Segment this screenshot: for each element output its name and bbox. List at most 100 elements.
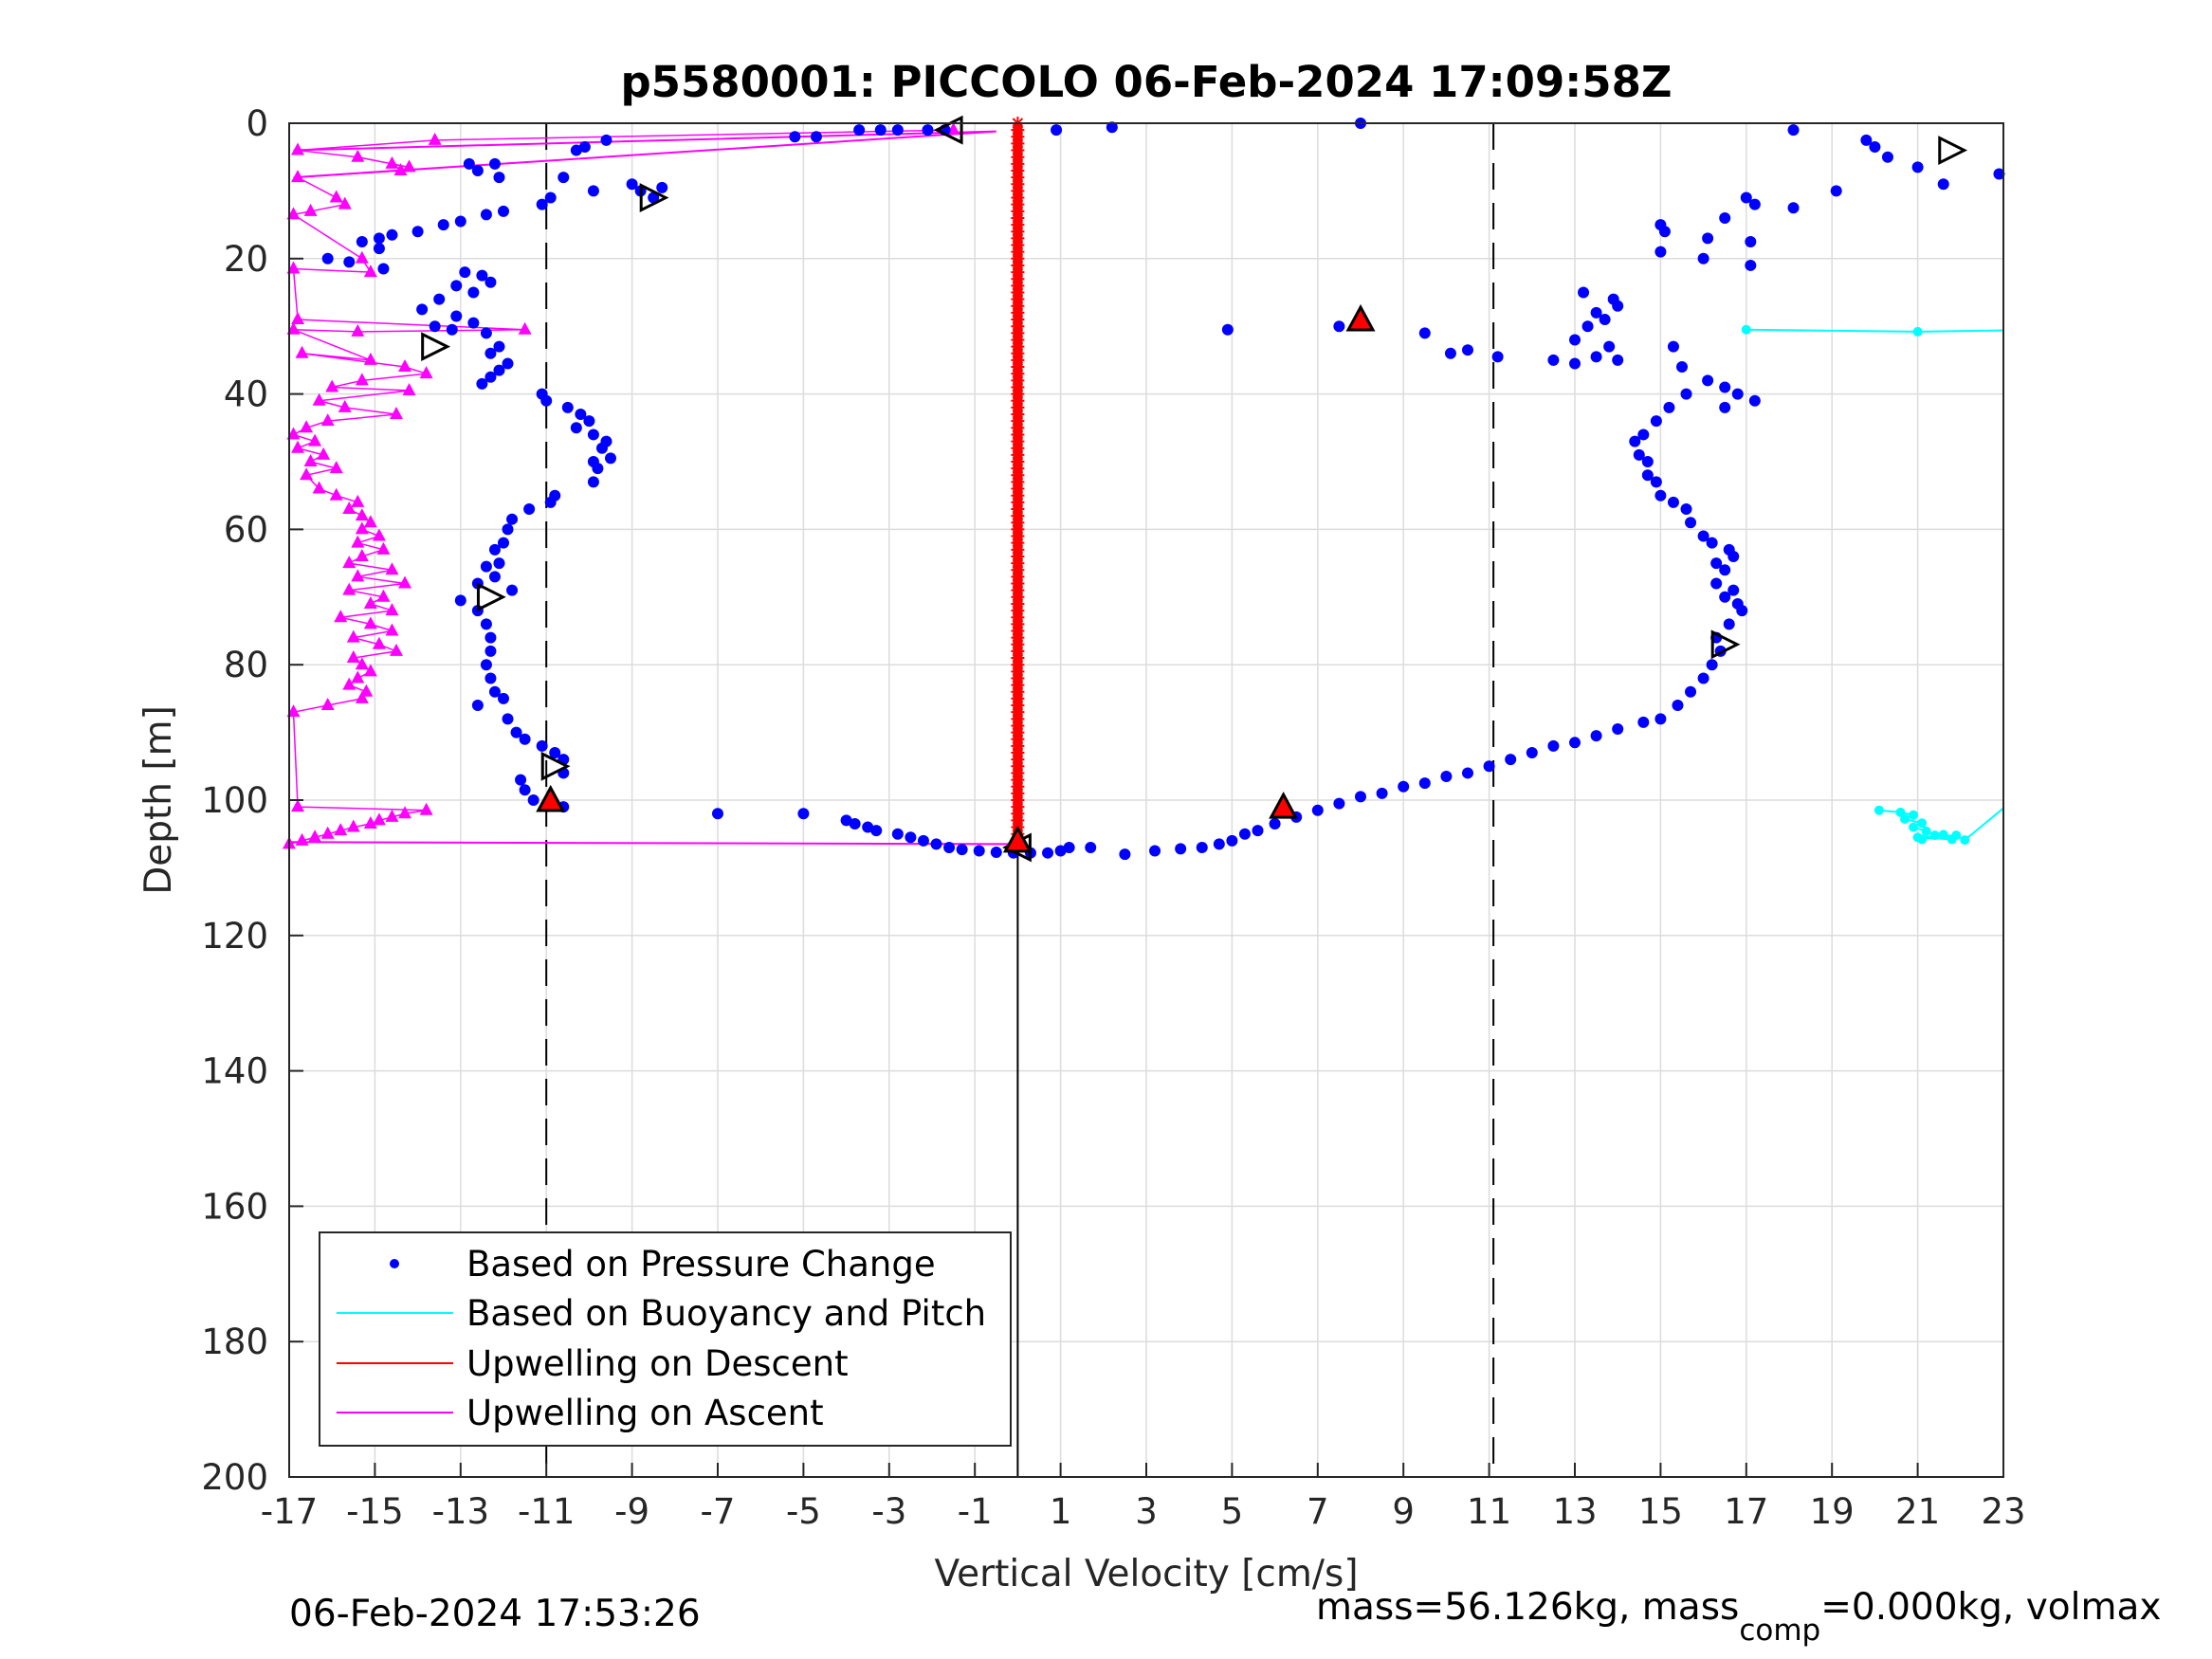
buoyancy-point <box>1909 810 1919 820</box>
pressure-point <box>1787 202 1800 214</box>
pressure-point <box>1680 502 1692 515</box>
pressure-point <box>454 594 466 607</box>
ascent-point <box>385 809 399 822</box>
ascent-point <box>351 569 365 582</box>
pressure-point <box>930 838 942 850</box>
descent-point <box>1011 738 1025 753</box>
pressure-point <box>626 178 638 191</box>
descent-point <box>1011 779 1025 793</box>
pressure-point <box>476 377 488 390</box>
y-tick-label: 20 <box>224 239 268 280</box>
ascent-point <box>312 392 326 406</box>
pressure-point <box>1702 232 1714 245</box>
pressure-point <box>1731 388 1744 400</box>
pressure-point <box>484 631 497 644</box>
descent-point <box>1011 807 1025 821</box>
pressure-point <box>1569 357 1581 370</box>
pressure-point <box>1612 723 1624 736</box>
ascent-point <box>419 366 433 379</box>
x-tick-label: -13 <box>432 1491 489 1532</box>
ascent-point <box>363 595 377 609</box>
ascent-point <box>320 826 335 839</box>
descent-point <box>1011 238 1025 252</box>
descent-point <box>1011 725 1025 739</box>
descent-point <box>1011 367 1025 381</box>
descent-point <box>1011 699 1025 713</box>
ascent-point <box>325 379 339 392</box>
pressure-point <box>810 131 822 143</box>
ascent-point <box>363 815 377 829</box>
pressure-point <box>1719 211 1731 224</box>
pressure-point <box>1728 584 1740 596</box>
pressure-point <box>540 394 553 407</box>
legend-descent-label: Upwelling on Descent <box>466 1343 849 1384</box>
pressure-point <box>1213 838 1225 850</box>
pressure-point <box>1697 252 1709 264</box>
pressure-point <box>1355 791 1366 803</box>
pressure-point <box>1462 767 1473 779</box>
descent-point <box>1011 570 1025 584</box>
pressure-point <box>1491 351 1504 363</box>
buoyancy-point <box>1912 832 1923 843</box>
pressure-point <box>480 209 492 221</box>
pressure-point <box>429 320 441 333</box>
pressure-point <box>1723 618 1735 630</box>
pressure-point <box>1119 848 1131 861</box>
pressure-point <box>1710 557 1723 570</box>
red-triangle-marker <box>536 784 566 812</box>
x-tick-label: -1 <box>958 1491 993 1532</box>
pressure-point <box>592 463 604 475</box>
ascent-point <box>320 698 335 711</box>
pressure-point <box>1641 456 1654 467</box>
x-tick-label: 7 <box>1307 1491 1329 1532</box>
buoyancy-point <box>1912 326 1923 337</box>
descent-point <box>1011 353 1025 367</box>
open-triangle-marker <box>1938 136 1968 165</box>
pressure-point <box>498 205 509 217</box>
descent-point <box>1011 786 1025 800</box>
pressure-point <box>1719 564 1731 576</box>
ascent-point <box>291 799 305 812</box>
y-tick-label: 120 <box>201 916 268 957</box>
series-layer <box>283 115 2005 863</box>
x-tick-label: 21 <box>1895 1491 1940 1532</box>
pressure-point <box>1676 361 1688 374</box>
pressure-point <box>1444 347 1456 359</box>
pressure-point <box>1719 381 1731 393</box>
pressure-point <box>587 428 599 441</box>
ascent-point <box>372 528 386 541</box>
pressure-point <box>1869 140 1881 153</box>
descent-point <box>1011 462 1025 476</box>
ascent-point <box>385 623 399 636</box>
descent-point <box>1011 712 1025 726</box>
x-tick-label: -5 <box>786 1491 821 1532</box>
descent-point <box>1011 509 1025 523</box>
pressure-point <box>480 659 492 671</box>
pressure-point <box>459 266 471 279</box>
ascent-point <box>291 312 305 325</box>
x-tick-label: 19 <box>1810 1491 1855 1532</box>
descent-point <box>1011 516 1025 530</box>
pressure-point <box>493 340 505 353</box>
pressure-point <box>587 476 599 488</box>
pressure-point <box>1398 780 1410 793</box>
ascent-point <box>342 582 356 595</box>
pressure-point <box>1629 435 1641 447</box>
ascent-point <box>286 261 301 274</box>
pressure-point <box>450 310 463 322</box>
pressure-point <box>1333 320 1345 333</box>
pressure-point <box>1547 739 1560 752</box>
descent-point <box>1011 265 1025 280</box>
pressure-point <box>471 700 484 712</box>
pressure-point <box>1311 804 1324 816</box>
pressure-point <box>575 409 587 421</box>
pressure-point <box>1745 235 1757 247</box>
pressure-point <box>488 685 501 698</box>
pressure-point <box>870 825 883 837</box>
pressure-point <box>1706 537 1718 549</box>
descent-point <box>1011 501 1025 516</box>
pressure-point <box>1710 577 1723 590</box>
descent-point <box>1011 549 1025 563</box>
pressure-point <box>484 347 497 359</box>
buoyancy-point <box>1929 830 1940 841</box>
